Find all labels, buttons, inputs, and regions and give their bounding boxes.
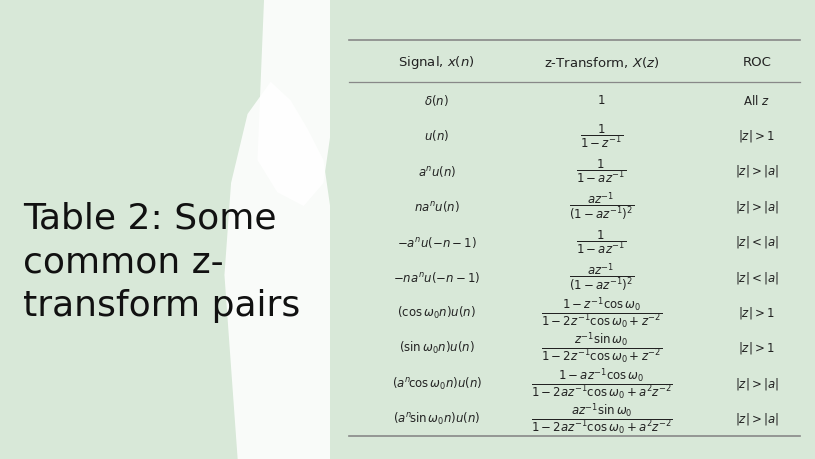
Text: $|z|<|a|$: $|z|<|a|$ bbox=[735, 269, 779, 285]
Text: $|z|>|a|$: $|z|>|a|$ bbox=[735, 163, 779, 179]
Text: $\dfrac{az^{-1}}{(1-az^{-1})^2}$: $\dfrac{az^{-1}}{(1-az^{-1})^2}$ bbox=[569, 190, 634, 223]
Text: $\dfrac{1-z^{-1}\cos\omega_0}{1-2z^{-1}\cos\omega_0+z^{-2}}$: $\dfrac{1-z^{-1}\cos\omega_0}{1-2z^{-1}\… bbox=[541, 295, 663, 330]
Text: $(a^n\!\cos\omega_0 n)u(n)$: $(a^n\!\cos\omega_0 n)u(n)$ bbox=[392, 375, 482, 391]
Text: $1$: $1$ bbox=[597, 94, 606, 107]
Text: $\dfrac{az^{-1}}{(1-az^{-1})^2}$: $\dfrac{az^{-1}}{(1-az^{-1})^2}$ bbox=[569, 261, 634, 293]
Text: $\dfrac{1}{1-az^{-1}}$: $\dfrac{1}{1-az^{-1}}$ bbox=[576, 157, 627, 185]
Text: $\dfrac{az^{-1}\sin\omega_0}{1-2az^{-1}\cos\omega_0+a^2z^{-2}}$: $\dfrac{az^{-1}\sin\omega_0}{1-2az^{-1}\… bbox=[531, 401, 672, 436]
Text: $-na^n u(-n-1)$: $-na^n u(-n-1)$ bbox=[393, 269, 481, 285]
Text: z-Transform, $X(z)$: z-Transform, $X(z)$ bbox=[544, 55, 659, 69]
Text: $|z|>|a|$: $|z|>|a|$ bbox=[735, 375, 779, 391]
Text: $|z|>|a|$: $|z|>|a|$ bbox=[735, 410, 779, 426]
Text: $|z|>1$: $|z|>1$ bbox=[738, 304, 775, 320]
Text: $|z|>1$: $|z|>1$ bbox=[738, 128, 775, 144]
Text: All $z$: All $z$ bbox=[743, 93, 770, 107]
Text: $a^n u(n)$: $a^n u(n)$ bbox=[417, 163, 456, 179]
Text: $\dfrac{1}{1-az^{-1}}$: $\dfrac{1}{1-az^{-1}}$ bbox=[576, 228, 627, 256]
Text: $\dfrac{1}{1-z^{-1}}$: $\dfrac{1}{1-z^{-1}}$ bbox=[580, 122, 623, 150]
Polygon shape bbox=[258, 0, 330, 207]
Text: $|z|>1$: $|z|>1$ bbox=[738, 340, 775, 356]
Text: $\delta(n)$: $\delta(n)$ bbox=[425, 93, 449, 108]
Text: $(\sin\omega_0 n)u(n)$: $(\sin\omega_0 n)u(n)$ bbox=[399, 340, 474, 356]
Text: $\dfrac{z^{-1}\sin\omega_0}{1-2z^{-1}\cos\omega_0+z^{-2}}$: $\dfrac{z^{-1}\sin\omega_0}{1-2z^{-1}\co… bbox=[541, 330, 663, 365]
Text: Signal, $x(n)$: Signal, $x(n)$ bbox=[399, 54, 475, 70]
Text: $-a^n u(-n-1)$: $-a^n u(-n-1)$ bbox=[397, 234, 477, 249]
Text: $(\cos\omega_0 n)u(n)$: $(\cos\omega_0 n)u(n)$ bbox=[398, 304, 476, 320]
Text: $na^n u(n)$: $na^n u(n)$ bbox=[414, 199, 460, 214]
Text: Table 2: Some
common z-
transform pairs: Table 2: Some common z- transform pairs bbox=[23, 202, 301, 322]
Text: $u(n)$: $u(n)$ bbox=[425, 128, 449, 143]
Text: $|z|<|a|$: $|z|<|a|$ bbox=[735, 234, 779, 250]
Text: ROC: ROC bbox=[742, 56, 771, 68]
Text: $(a^n\!\sin\omega_0 n)u(n)$: $(a^n\!\sin\omega_0 n)u(n)$ bbox=[393, 410, 480, 426]
Polygon shape bbox=[224, 83, 330, 459]
Text: $\dfrac{1-az^{-1}\cos\omega_0}{1-2az^{-1}\cos\omega_0+a^2z^{-2}}$: $\dfrac{1-az^{-1}\cos\omega_0}{1-2az^{-1… bbox=[531, 365, 672, 401]
Text: $|z|>|a|$: $|z|>|a|$ bbox=[735, 198, 779, 214]
